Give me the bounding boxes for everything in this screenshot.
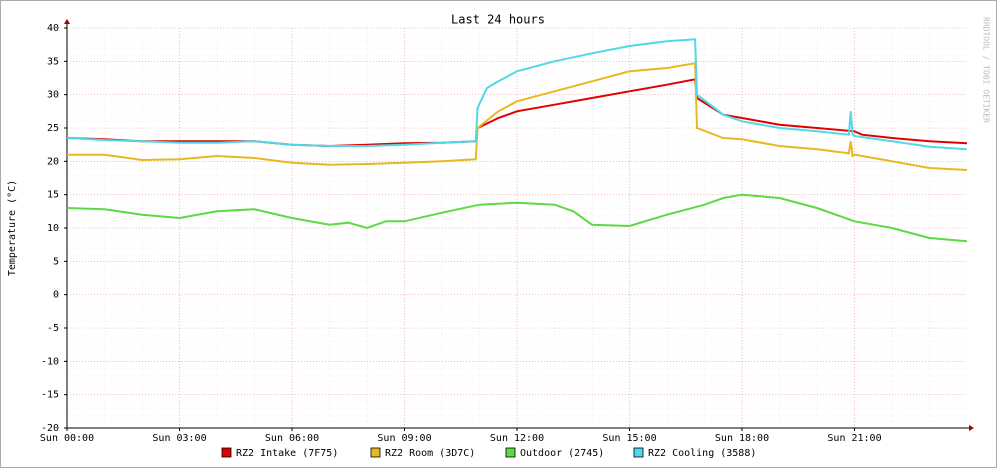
x-tick-label: Sun 09:00 [377,433,431,444]
legend-label: RZ2 Cooling (3588) [648,448,756,459]
x-tick-label: Sun 21:00 [827,433,881,444]
legend-swatch [633,447,644,458]
legend-label: RZ2 Room (3D7C) [385,448,475,459]
series-line [67,62,968,171]
y-tick-label: -10 [41,356,59,367]
y-tick-label: 30 [47,90,59,101]
x-tick-label: Sun 03:00 [152,433,206,444]
y-tick-label: -20 [41,423,59,434]
x-tick-label: Sun 12:00 [490,433,544,444]
legend-swatch [505,447,516,458]
x-axis-arrow [969,425,974,431]
legend-swatch [370,447,381,458]
y-tick-label: -5 [47,323,59,334]
y-tick-label: 5 [53,256,59,267]
y-tick-label: 15 [47,190,59,201]
y-axis-arrow [64,19,70,24]
chart-title: Last 24 hours [451,13,545,27]
legend-label: RZ2 Intake (7F75) [236,448,338,459]
x-tick-label: Sun 06:00 [265,433,319,444]
x-tick-label: Sun 00:00 [40,433,94,444]
y-tick-label: 0 [53,290,59,301]
y-tick-label: 40 [47,23,59,34]
legend-label: Outdoor (2745) [520,448,604,459]
x-tick-label: Sun 15:00 [602,433,656,444]
legend-swatch [221,447,232,458]
y-tick-label: -15 [41,390,59,401]
series-line [66,193,968,243]
y-tick-label: 35 [47,56,59,67]
y-axis-label: Temperature (°C) [7,180,18,276]
legend: RZ2 Intake (7F75) RZ2 Room (3D7C) Outdoor … [221,447,756,459]
watermark: RRDTOOL / TOBI OETIKER [982,17,991,123]
series-line [66,38,968,151]
x-tick-label: Sun 18:00 [715,433,769,444]
series-lines [66,38,968,243]
y-tick-label: 25 [47,123,59,134]
grid: -20 -15 -10 -5 0 5 10 15 20 25 30 35 40 Sun 00:00 Sun … [40,19,974,444]
y-tick-label: 20 [47,156,59,167]
y-tick-label: 10 [47,223,59,234]
